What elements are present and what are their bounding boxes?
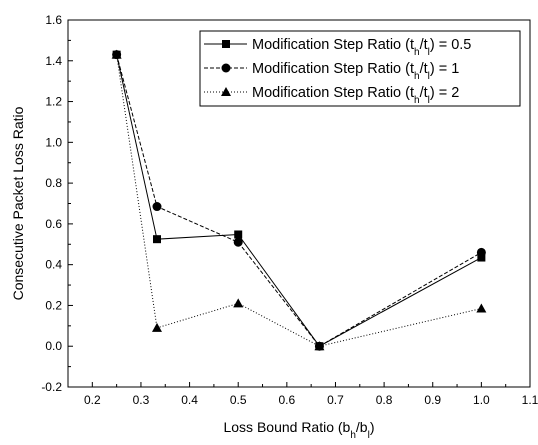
y-tick-label: 0.8: [45, 176, 62, 190]
y-tick-label: 0.0: [45, 339, 62, 353]
x-tick-label: 0.9: [424, 393, 441, 407]
axis-ticks: 0.2 0.3 0.4 0.5 0.6 0.7 0.8 0.9 1.0 1.1 -0.2 0.0 0.2…: [41, 13, 538, 407]
legend-label: Modification Step Ratio (th/tl) = 1: [252, 61, 459, 82]
x-tick-label: 0.4: [181, 393, 198, 407]
data-point-triangle: [151, 322, 162, 332]
legend-marker-square: [222, 40, 230, 48]
data-point-circle: [233, 237, 243, 247]
data-point-square: [234, 230, 243, 239]
x-tick-label: 0.2: [84, 393, 101, 407]
x-tick-label: 0.6: [278, 393, 295, 407]
series-layer: [111, 49, 487, 351]
legend-label: Modification Step Ratio (th/tl) = 2: [252, 85, 459, 106]
data-point-square: [152, 235, 161, 244]
x-tick-label: 1.1: [522, 393, 538, 407]
data-point-square: [477, 253, 486, 262]
y-tick-label: 1.2: [45, 95, 62, 109]
x-axis-title: Loss Bound Ratio (bh/bl): [223, 419, 374, 441]
legend-label: Modification Step Ratio (th/tl) = 0.5: [252, 37, 471, 58]
x-tick-label: 0.5: [230, 393, 247, 407]
data-point-triangle: [233, 298, 244, 308]
y-axis-title: Consecutive Packet Loss Ratio: [10, 106, 26, 300]
y-tick-label: 0.6: [45, 217, 62, 231]
x-tick-label: 0.3: [133, 393, 150, 407]
x-tick-label: 1.0: [473, 393, 490, 407]
series-triangle: [111, 49, 487, 351]
data-point-triangle: [314, 341, 325, 351]
legend: Modification Step Ratio (th/tl) = 0.5 Mod…: [199, 30, 521, 107]
y-tick-label: -0.2: [41, 380, 62, 394]
series-line: [116, 54, 482, 347]
data-point-triangle: [111, 49, 122, 59]
y-tick-label: 1.0: [45, 135, 62, 149]
legend-item: Modification Step Ratio (th/tl) = 1: [204, 61, 459, 82]
legend-marker-circle: [221, 63, 231, 73]
x-tick-label: 0.7: [327, 393, 344, 407]
legend-box: [199, 30, 521, 107]
y-tick-label: 1.6: [45, 13, 62, 27]
legend-item: Modification Step Ratio (th/tl) = 0.5: [204, 37, 471, 58]
data-point-circle: [476, 247, 486, 257]
data-point-triangle: [476, 303, 487, 313]
x-tick-label: 0.8: [376, 393, 393, 407]
data-point-circle: [152, 202, 162, 212]
legend-marker-triangle: [221, 87, 231, 96]
y-tick-label: 1.4: [45, 54, 62, 68]
series-circle: [112, 50, 486, 351]
legend-item: Modification Step Ratio (th/tl) = 2: [204, 85, 459, 106]
y-tick-label: 0.4: [45, 258, 62, 272]
y-tick-label: 0.2: [45, 298, 62, 312]
